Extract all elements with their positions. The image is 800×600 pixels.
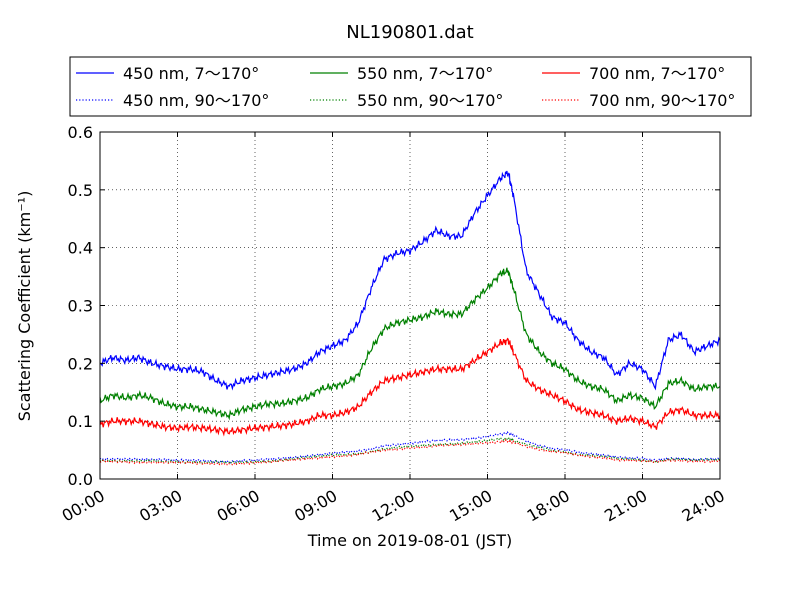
x-tick-label: 24:00 (679, 486, 728, 526)
legend-label: 700 nm, 7～170° (589, 64, 725, 83)
chart-title: NL190801.dat (346, 22, 473, 43)
x-tick-label: 15:00 (446, 486, 495, 526)
y-tick-label: 0.3 (68, 297, 93, 316)
x-tick-label: 03:00 (136, 486, 185, 526)
x-tick-label: 12:00 (369, 486, 418, 526)
plot-area: 00:00 03:00 06:00 09:00 12:00 15:00 18:00 21:00… (59, 123, 728, 526)
x-tick-label: 18:00 (524, 486, 573, 526)
x-tick-label: 00:00 (59, 486, 108, 526)
x-tick-label: 09:00 (291, 486, 340, 526)
series-line (99, 438, 721, 466)
x-tick-label: 21:00 (601, 486, 650, 526)
legend-label: 550 nm, 90～170° (357, 91, 503, 110)
y-tick-label: 0.6 (68, 123, 93, 142)
legend-label: 700 nm, 90～170° (589, 91, 735, 110)
y-tick-label: 0.0 (68, 470, 93, 489)
x-tick-label: 06:00 (214, 486, 263, 526)
y-tick-label: 0.4 (68, 239, 93, 258)
legend-label: 450 nm, 90～170° (123, 91, 269, 110)
series-line (99, 170, 721, 391)
x-axis-label: Time on 2019-08-01 (JST) (307, 531, 512, 550)
series-group (99, 170, 721, 466)
y-axis-label: Scattering Coefficient (km⁻¹) (15, 191, 34, 422)
series-line (99, 431, 721, 464)
legend-label: 450 nm, 7～170° (123, 64, 259, 83)
legend-label: 550 nm, 7～170° (357, 64, 493, 83)
legend-box (69, 56, 752, 117)
legend: 450 nm, 7～170° 450 nm, 90～170° 550 nm, 7～1… (69, 56, 752, 117)
y-tick-label: 0.2 (68, 354, 93, 373)
y-tick-label: 0.1 (68, 412, 93, 431)
series-line (99, 337, 721, 437)
y-tick-label: 0.5 (68, 181, 93, 200)
series-line (99, 267, 721, 421)
series-line (99, 435, 721, 465)
